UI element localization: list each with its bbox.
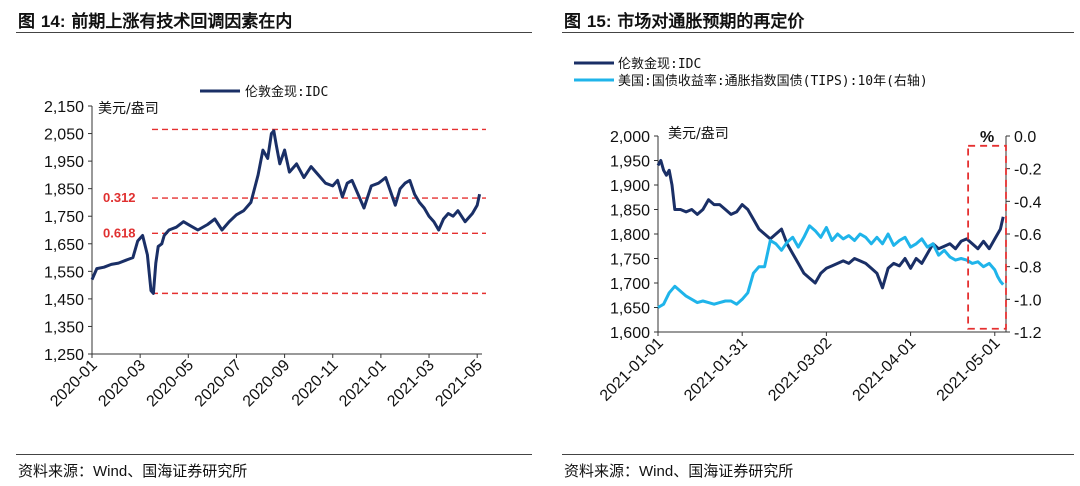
- series-line-gold: [656, 159, 1005, 290]
- legend-label-tips: 美国:国债收益率:通胀指数国债(TIPS):10年(右轴): [618, 73, 928, 89]
- series-line-gold: [90, 129, 482, 295]
- x-tick-label: 2021-01-31: [681, 335, 751, 405]
- series-line-tips: [657, 224, 1005, 309]
- y-tick-label-left: 1,700: [610, 276, 650, 293]
- y-tick-label-left: 1,650: [610, 301, 650, 318]
- x-tick-label: 2020-11: [289, 357, 342, 410]
- y-tick-label-right: -0.6: [1014, 227, 1042, 244]
- y-tick-label-left: 1,750: [610, 252, 650, 269]
- y-tick-label: 1,250: [44, 347, 84, 364]
- y-tick-label-left: 2,000: [610, 129, 650, 146]
- y-tick-label-right: -1.2: [1014, 325, 1042, 342]
- x-tick-label: 2020-09: [240, 357, 294, 411]
- legend-label-gold: 伦敦金现:IDC: [618, 56, 701, 72]
- source-rule: [562, 454, 1074, 455]
- title-rule: [562, 32, 1074, 33]
- x-tick-label: 2020-01: [47, 357, 101, 411]
- y-axis-unit: 美元/盎司: [98, 101, 159, 117]
- x-tick-label: 2021-03: [384, 357, 438, 411]
- y-tick-label-right: -0.2: [1014, 162, 1042, 179]
- x-tick-label: 2021-01: [336, 357, 390, 411]
- right-panel: 图 15: 市场对通胀预期的再定价 1,600 1,650 1,700 1,750 1,…: [540, 0, 1080, 486]
- y-tick-label-left: 1,800: [610, 227, 650, 244]
- y-tick-label: 1,850: [44, 182, 84, 199]
- source-rule: [16, 454, 532, 455]
- x-tick-label: 2021-01-01: [597, 335, 667, 405]
- y-tick-label-right: 0.0: [1014, 129, 1036, 146]
- y-tick-label: 1,750: [44, 209, 84, 226]
- figure-title-14: 图 14: 前期上涨有技术回调因素在内: [18, 12, 293, 32]
- x-tick-label: 2021-04-01: [850, 335, 920, 405]
- x-tick-label: 2021-03-02: [765, 335, 835, 405]
- legend-label-gold: 伦敦金现:IDC: [245, 84, 328, 100]
- y-tick-label-left: 1,950: [610, 154, 650, 171]
- y-tick-label-right: -0.8: [1014, 260, 1042, 277]
- x-tick-label: 2020-03: [95, 357, 149, 411]
- highlight-box: [967, 144, 1007, 330]
- left-panel: 图 14: 前期上涨有技术回调因素在内 1,250 1,350 1,450 1,550…: [16, 12, 532, 480]
- y-tick-label: 1,350: [44, 319, 84, 336]
- y-tick-label: 1,550: [44, 264, 84, 281]
- x-tick-label: 2021-05-01: [934, 335, 1004, 405]
- fib-level-label: 0.618: [103, 225, 136, 240]
- source-note: 资料来源：Wind、国海证券研究所: [564, 462, 794, 480]
- y-tick-label-left: 1,600: [610, 325, 650, 342]
- y-tick-label: 2,150: [44, 99, 84, 116]
- gold-price-chart: 1,250 1,350 1,450 1,550 1,650 1,750 1,850 1,950…: [44, 84, 486, 411]
- y-axis-unit-left: 美元/盎司: [668, 126, 729, 142]
- y-tick-label: 2,050: [44, 127, 84, 144]
- x-tick-label: 2020-05: [144, 357, 198, 411]
- y-tick-label: 1,650: [44, 237, 84, 254]
- y-tick-label-right: -0.4: [1014, 194, 1042, 211]
- title-rule: [16, 32, 532, 33]
- y-tick-label-left: 1,850: [610, 203, 650, 220]
- y-axis-unit-right: %: [980, 129, 994, 146]
- y-tick-label: 1,950: [44, 154, 84, 171]
- x-tick-label: 2020-07: [192, 357, 246, 411]
- x-tick-label: 2021-05: [432, 357, 486, 411]
- y-tick-label-right: -1.0: [1014, 292, 1042, 309]
- fib-level-label: 0.312: [103, 190, 136, 205]
- source-note: 资料来源：Wind、国海证券研究所: [18, 462, 248, 480]
- y-tick-label-left: 1,900: [610, 178, 650, 195]
- gold-tips-chart: 1,600 1,650 1,700 1,750 1,800 1,850 1,900 1,950…: [574, 56, 1042, 405]
- y-tick-label: 1,450: [44, 292, 84, 309]
- figure-title-15: 图 15: 市场对通胀预期的再定价: [564, 12, 805, 32]
